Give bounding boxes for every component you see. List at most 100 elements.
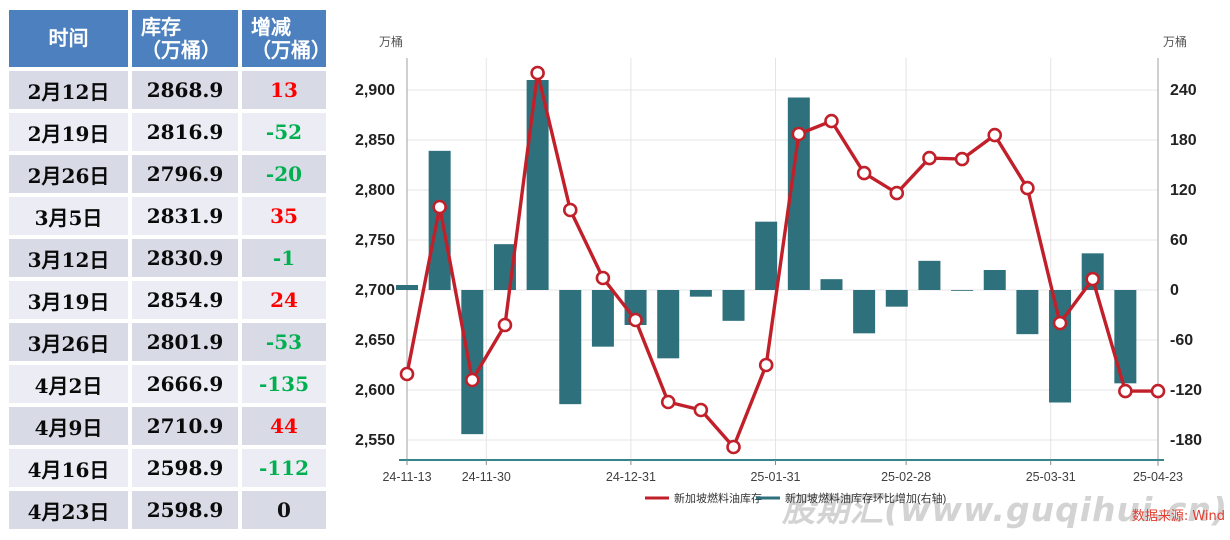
data-point-marker (399, 366, 415, 382)
data-point-marker (856, 165, 872, 181)
legend: 新加坡燃料油库存 新加坡燃料油库存环比增加(右轴) (645, 491, 946, 505)
data-point-marker (432, 199, 447, 215)
right-axis-tick-label: -120 (1170, 382, 1202, 399)
data-point-marker (465, 372, 480, 388)
data-point-marker (1052, 315, 1068, 331)
header-change-label: 增减 (251, 14, 291, 39)
bar (1049, 290, 1072, 403)
bar (755, 221, 778, 290)
table-cell-time: 2月26日 (9, 155, 128, 193)
bar (1114, 290, 1137, 384)
table-cell-change: -1 (242, 239, 326, 277)
table-cell-change: -112 (242, 449, 326, 487)
data-point-marker (595, 270, 611, 286)
table-cell-inventory: 2598.9 (132, 491, 238, 529)
header-inventory-unit: （万桶） (141, 37, 221, 62)
data-point-marker (824, 113, 839, 129)
data-point-marker (1020, 180, 1035, 196)
table-header-change: 增减 （万桶） (242, 10, 331, 67)
table-cell-inventory: 2868.9 (132, 71, 238, 109)
bar (461, 290, 484, 435)
table-cell-inventory: 2854.9 (132, 281, 238, 319)
table-cell-change: 13 (242, 71, 326, 109)
bar (853, 290, 876, 334)
table-cell-inventory: 2796.9 (132, 155, 238, 193)
x-axis-tick-label: 25-03-31 (1026, 470, 1076, 484)
data-point-marker (758, 357, 774, 373)
table-cell-change: -20 (242, 155, 326, 193)
x-axis-tick-label: 24-11-13 (382, 470, 431, 484)
left-axis-tick-label: 2,550 (355, 432, 395, 449)
table-cell-inventory: 2831.9 (132, 197, 238, 235)
data-point-marker (562, 202, 578, 218)
data-point-marker (660, 394, 676, 410)
x-axis-tick-label: 25-01-31 (750, 470, 800, 484)
legend-label-change: 新加坡燃料油库存环比增加(右轴) (785, 491, 946, 505)
table-cell-inventory: 2816.9 (132, 113, 238, 151)
right-axis-tick-label: 240 (1170, 82, 1197, 99)
table-cell-change: -135 (242, 365, 326, 403)
data-point-marker (726, 439, 741, 455)
bar (591, 290, 614, 347)
bar (657, 290, 680, 359)
table-cell-change: 24 (242, 281, 326, 319)
table-cell-time: 4月23日 (9, 491, 128, 529)
table-cell-time: 2月12日 (9, 71, 128, 109)
left-axis-tick-label: 2,700 (355, 282, 395, 299)
table-cell-change: 44 (242, 407, 326, 445)
data-point-marker (530, 65, 545, 81)
line-series (399, 65, 1166, 455)
table-cell-change: 35 (242, 197, 326, 235)
x-axis-tick-label: 25-04-23 (1133, 470, 1183, 484)
bar (820, 279, 843, 290)
data-point-marker (497, 317, 513, 333)
left-axis-tick-label: 2,800 (355, 182, 395, 199)
bar (722, 290, 745, 321)
table-cell-inventory: 2710.9 (132, 407, 238, 445)
left-axis-tick-label: 2,650 (355, 332, 395, 349)
left-axis-tick-label: 2,850 (355, 132, 395, 149)
left-axis-tick-label: 2,600 (355, 382, 395, 399)
right-axis-tick-label: 60 (1170, 232, 1188, 249)
left-axis-unit-label: 万桶 (379, 34, 403, 49)
table-cell-inventory: 2830.9 (132, 239, 238, 277)
bar (983, 270, 1006, 290)
bar (951, 290, 974, 291)
bar (526, 80, 549, 291)
data-point-marker (628, 312, 643, 328)
data-point-marker (987, 127, 1003, 143)
data-source-label: 数据来源: Wind (1131, 509, 1225, 524)
table-cell-time: 3月5日 (9, 197, 128, 235)
bar-series (396, 80, 1137, 435)
bar (1016, 290, 1039, 335)
x-axis-tick-label: 25-02-28 (881, 470, 931, 484)
watermark: 股期汇(www.guqihui.cn) (782, 490, 1228, 529)
header-time-label: 时间 (48, 26, 89, 50)
right-axis-tick-label: -180 (1170, 432, 1202, 449)
x-axis-tick-label: 24-12-31 (606, 470, 656, 484)
bar (428, 150, 451, 290)
data-point-marker (693, 402, 709, 418)
bar (918, 260, 941, 290)
bar (885, 290, 908, 307)
inventory-line (405, 71, 1158, 449)
table-cell-inventory: 2598.9 (132, 449, 238, 487)
data-point-marker (1085, 271, 1100, 287)
legend-label-inventory: 新加坡燃料油库存 (674, 491, 762, 505)
data-point-marker (922, 150, 937, 166)
table-cell-time: 4月16日 (9, 449, 128, 487)
bar (787, 97, 810, 291)
bar (689, 290, 712, 297)
x-axis-tick-label: 24-11-30 (462, 470, 511, 484)
inventory-table: 时间 库存 （万桶） 增减 （万桶） 2月12日 2868.9 13 2月19日 281… (9, 10, 331, 529)
left-axis-tick-label: 2,900 (355, 82, 395, 99)
table-cell-inventory: 2801.9 (132, 323, 238, 361)
header-inventory-label: 库存 (141, 14, 181, 39)
table-header-inventory: 库存 （万桶） (132, 10, 238, 67)
table-cell-change: -52 (242, 113, 326, 151)
header-change-unit: （万桶） (251, 37, 331, 62)
table-header-time: 时间 (9, 10, 128, 67)
axis-labels: 24-11-13 24-11-30 24-12-31 25-01-31 25-02-28… (355, 34, 1202, 484)
